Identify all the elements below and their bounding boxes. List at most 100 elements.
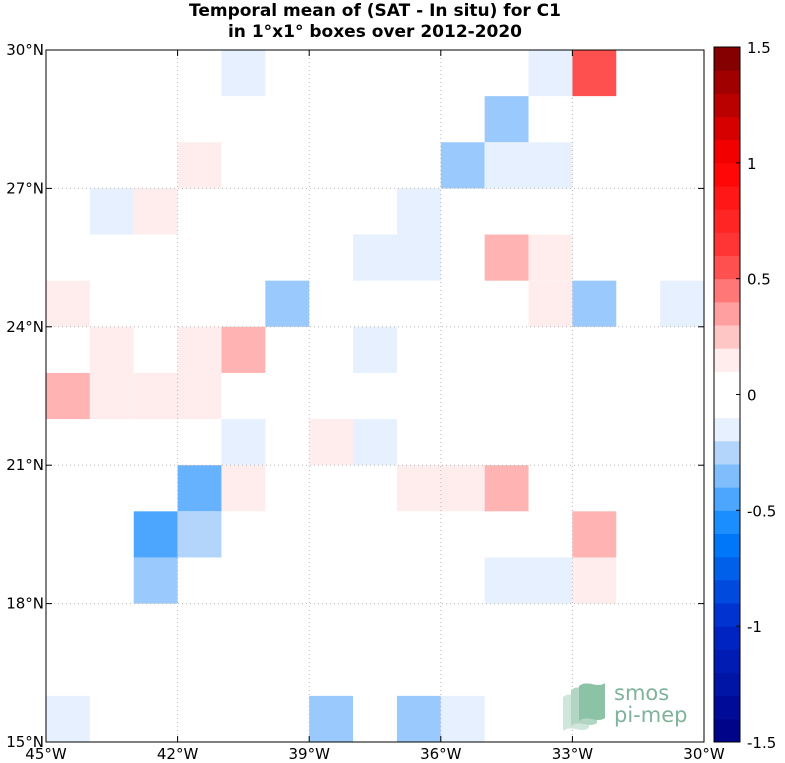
heatmap-cell <box>484 234 529 281</box>
colorbar-segment <box>714 626 740 650</box>
heatmap-cell <box>353 326 397 373</box>
heatmap-cell <box>265 280 310 327</box>
y-tick-label: 15°N <box>6 733 44 751</box>
colorbar-segment <box>714 487 740 511</box>
axis-ticks: 45°W 42°W 39°W 36°W 33°W 30°W 15°N 18°N 21°N 24°N… <box>6 41 725 763</box>
colorbar: 1.5 1 0.5 0 -0.5 -1 -1.5 <box>713 39 776 752</box>
colorbar-segment <box>714 93 740 117</box>
colorbar-segment <box>714 603 740 627</box>
heatmap-cell <box>484 142 529 189</box>
y-tick-label: 21°N <box>6 456 44 474</box>
colorbar-segment <box>714 162 740 187</box>
heatmap-cell <box>396 234 441 281</box>
colorbar-tick-label: 0.5 <box>747 271 771 289</box>
heatmap-cell <box>221 465 266 512</box>
colorbar-tick-label: -0.5 <box>747 502 776 520</box>
heatmap-cell <box>221 50 266 97</box>
colorbar-segment <box>714 47 740 71</box>
colorbar-segment <box>714 348 740 372</box>
plot-frame <box>45 49 705 743</box>
heatmap-cell <box>177 465 222 512</box>
heatmap-cell <box>177 511 222 558</box>
colorbar-tick-label: -1.5 <box>747 734 776 752</box>
heatmap-cell <box>89 326 134 373</box>
colorbar-segment <box>714 579 740 604</box>
heatmap-cell <box>177 372 222 420</box>
colorbar-segment <box>714 70 740 94</box>
heatmap-cell <box>396 188 441 235</box>
chart-title-line-1: Temporal mean of (SAT - In situ) for C1 <box>189 1 561 21</box>
heatmap-cell <box>133 372 178 420</box>
heatmap-cell <box>440 695 485 742</box>
colorbar-segment <box>714 139 740 164</box>
colorbar-segment <box>714 255 740 280</box>
heatmap-cell <box>484 557 529 604</box>
colorbar-tick-label: 0 <box>747 387 757 405</box>
colorbar-segment <box>714 371 740 395</box>
heatmap-cell <box>440 142 485 189</box>
x-tick-label: 45°W <box>25 745 67 763</box>
heatmap-cell <box>484 465 529 512</box>
heatmap-cell <box>572 50 617 97</box>
heatmap-cells <box>46 50 704 742</box>
colorbar-segment <box>714 325 740 349</box>
colorbar-segment <box>714 440 740 465</box>
y-tick-label: 27°N <box>6 179 44 197</box>
smos-pi-mep-logo: smos pi-mep <box>563 681 687 731</box>
heatmap-cell <box>572 511 617 558</box>
heatmap-cell <box>309 695 354 742</box>
x-tick-label: 30°W <box>683 745 725 763</box>
colorbar-tick-label: 1.5 <box>747 39 771 57</box>
heatmap-cell <box>133 188 178 235</box>
logo-line-1: smos <box>614 681 669 705</box>
colorbar-segment <box>714 672 740 697</box>
logo-waves-icon <box>563 683 605 731</box>
heatmap-cell <box>177 326 222 373</box>
colorbar-segment <box>714 186 740 210</box>
heatmap-cell <box>572 557 617 604</box>
colorbar-segment <box>714 232 740 256</box>
colorbar-segment <box>714 556 740 581</box>
colorbar-segment <box>714 116 740 141</box>
heatmap-cell <box>89 372 134 420</box>
heatmap-cell <box>221 326 266 373</box>
heatmap-cell <box>528 557 573 604</box>
heatmap-cell <box>528 142 573 189</box>
colorbar-segment <box>714 464 740 488</box>
heatmap-cell <box>396 465 441 512</box>
colorbar-segment <box>714 209 740 233</box>
chart-title-line-2: in 1°x1° boxes over 2012-2020 <box>227 22 523 42</box>
heatmap-cell <box>309 419 354 466</box>
colorbar-segment <box>714 649 740 673</box>
heatmap-cell <box>528 280 573 327</box>
colorbar-segment <box>714 417 740 442</box>
y-tick-label: 30°N <box>6 41 44 59</box>
heatmap-cell <box>46 372 90 420</box>
heatmap-cell <box>221 419 266 466</box>
heatmap-cell <box>46 695 90 742</box>
grid-lines <box>46 50 704 742</box>
colorbar-segment <box>714 533 740 558</box>
colorbar-segment <box>714 394 740 419</box>
heatmap-cell <box>353 419 397 466</box>
heatmap-cell <box>133 557 178 604</box>
colorbar-tick-label: 1 <box>747 155 757 173</box>
heatmap-cell <box>528 50 573 97</box>
y-tick-label: 24°N <box>6 318 44 336</box>
heatmap-cell <box>660 280 704 327</box>
colorbar-segment <box>714 695 740 720</box>
heatmap-cell <box>46 280 90 327</box>
heatmap-cell <box>89 188 134 235</box>
heatmap-cell <box>572 280 617 327</box>
x-tick-label: 39°W <box>288 745 330 763</box>
colorbar-segment <box>714 510 740 534</box>
heatmap-cell <box>484 96 529 143</box>
colorbar-segment <box>714 301 740 326</box>
x-tick-label: 33°W <box>552 745 594 763</box>
colorbar-tick-label: -1 <box>747 618 762 636</box>
x-tick-label: 36°W <box>420 745 462 763</box>
logo-line-2: pi-mep <box>614 703 687 727</box>
x-tick-label: 42°W <box>157 745 199 763</box>
heatmap-cell <box>396 695 441 742</box>
